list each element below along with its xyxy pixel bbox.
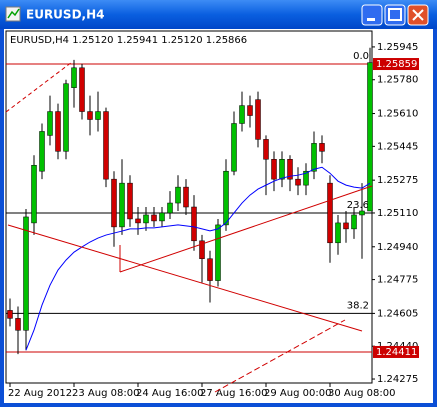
candle-body	[183, 186, 189, 208]
candle-body	[31, 164, 37, 224]
candle-body	[263, 139, 269, 160]
y-tick-label: 1.24605	[377, 308, 418, 319]
candle-body	[135, 218, 141, 224]
x-tick-label: 30 Aug 08:00	[328, 388, 395, 399]
x-tick-label: 23 Aug 08:00	[72, 388, 139, 399]
candle-body	[311, 143, 317, 172]
y-tick-label: 1.25445	[377, 141, 418, 152]
candle-body	[199, 240, 205, 259]
candle-body	[343, 222, 349, 230]
candle-body	[287, 159, 293, 180]
candle-body	[103, 111, 109, 180]
level-label-box	[373, 58, 419, 71]
y-tick-label: 1.24940	[377, 242, 418, 253]
fibo-line	[214, 319, 346, 393]
y-tick-label: 1.25110	[377, 208, 418, 219]
candle-body	[215, 224, 221, 281]
candle-body	[23, 216, 29, 331]
window-title: EURUSD,H4	[26, 8, 104, 22]
y-tick-label: 1.25275	[377, 175, 418, 186]
candle-body	[39, 131, 45, 172]
minimize-button[interactable]	[361, 4, 383, 26]
maximize-icon	[388, 8, 402, 21]
candle-body	[71, 67, 77, 88]
candle-body	[231, 123, 237, 172]
y-tick-label: 1.25945	[377, 42, 418, 53]
candle-body	[367, 62, 373, 212]
moving-average	[25, 166, 371, 351]
plot: 1.25945 1.25780 1.25610 1.25445 1.25275 1.251…	[6, 42, 419, 399]
candle-body	[119, 182, 125, 228]
candle-body	[151, 214, 157, 222]
x-tick-label: 24 Aug 16:00	[136, 388, 203, 399]
y-tick-label: 1.24775	[377, 275, 418, 286]
close-icon	[412, 9, 424, 21]
candle-body	[63, 83, 69, 152]
y-tick-label: 1.25780	[377, 75, 418, 86]
candle-body	[247, 105, 253, 116]
fibo-label: 23.6	[347, 200, 369, 211]
candle-body	[279, 159, 285, 180]
candle-body	[159, 212, 165, 222]
candle-body	[255, 99, 261, 140]
candle-body	[55, 111, 61, 152]
candle-body	[327, 182, 333, 244]
candle-body	[175, 186, 181, 204]
app-icon-line	[7, 8, 20, 19]
level-label: 1.25859	[376, 59, 417, 70]
candle-body	[47, 111, 53, 136]
candle-body	[295, 178, 301, 186]
candle-body	[7, 310, 13, 319]
candle-body	[359, 210, 365, 216]
candle-body	[239, 105, 245, 124]
candle-body	[167, 202, 173, 214]
candle-body	[79, 67, 85, 112]
candle-body	[15, 318, 21, 331]
candle-body	[335, 222, 341, 244]
x-tick-label: 27 Aug 16:00	[200, 388, 267, 399]
x-tick-label: 22 Aug 2012	[8, 388, 72, 399]
fibo-label: 38.2	[347, 300, 369, 311]
candle-body	[127, 182, 133, 220]
trend-line	[7, 224, 363, 332]
level-label-box	[373, 345, 419, 358]
candle-body	[111, 178, 117, 228]
candle-body	[143, 214, 149, 224]
minimize-icon	[367, 18, 375, 21]
candle-body	[207, 258, 213, 281]
candle-body	[303, 170, 309, 186]
x-tick-label: 29 Aug 00:00	[264, 388, 331, 399]
level-label: 1.24411	[376, 347, 417, 358]
trend-line	[119, 185, 373, 273]
candle-body	[319, 143, 325, 152]
candle-body	[87, 111, 93, 120]
chart-header: EURUSD,H4 1.25120 1.25941 1.25120 1.2586…	[10, 35, 247, 46]
candle-body	[191, 206, 197, 242]
candle-body	[223, 170, 229, 226]
y-tick-label: 1.24275	[377, 374, 418, 385]
y-tick-label: 1.25610	[377, 109, 418, 120]
candle-body	[351, 214, 357, 230]
candle-body	[271, 159, 277, 180]
candle-body	[95, 111, 101, 120]
fibo-label: 0.0	[353, 51, 369, 62]
